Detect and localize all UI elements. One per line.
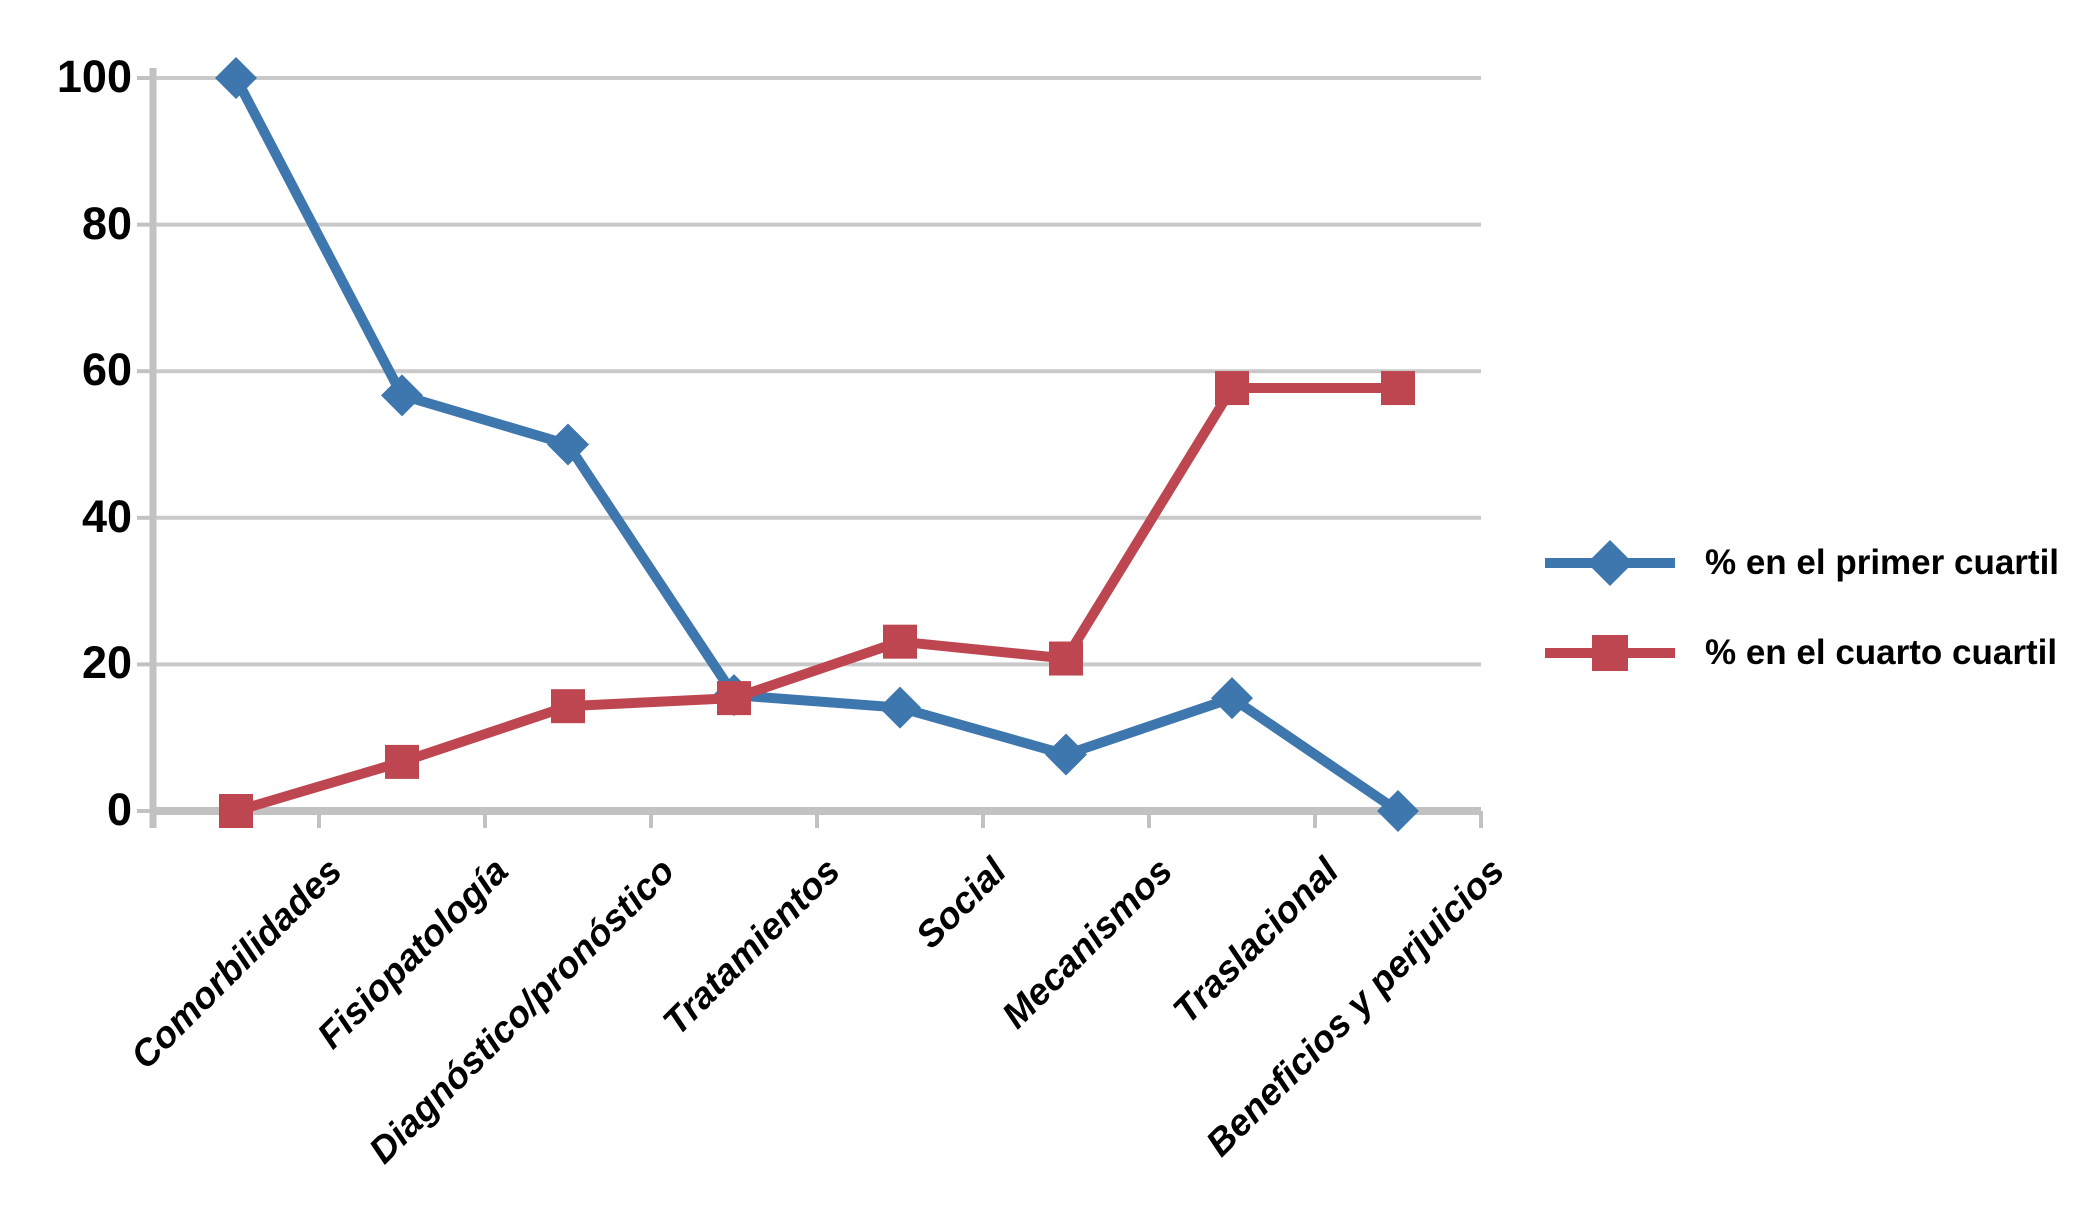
- legend-label: % en el primer cuartil: [1705, 543, 2060, 582]
- data-marker-square: [1049, 641, 1083, 676]
- y-tick-label: 0: [106, 784, 132, 835]
- data-marker-diamond: [1211, 677, 1253, 720]
- legend-item-primer-cuartil: % en el primer cuartil: [1545, 532, 2059, 594]
- y-tick-label: 100: [56, 51, 132, 102]
- y-tick-label: 60: [81, 344, 132, 396]
- data-marker-diamond: [381, 374, 423, 417]
- data-marker-square: [385, 744, 419, 779]
- data-marker-diamond: [1045, 733, 1087, 776]
- data-marker-square: [551, 689, 585, 724]
- data-marker-square: [1215, 371, 1249, 406]
- legend-label: % en el cuarto cuartil: [1705, 633, 2058, 672]
- data-marker-square: [717, 681, 751, 716]
- data-marker-diamond: [547, 423, 589, 466]
- y-tick-label: 80: [81, 197, 132, 249]
- series-line-primer-cuartil: [231, 73, 1403, 816]
- data-marker-diamond: [879, 686, 921, 729]
- data-marker-square: [219, 794, 253, 828]
- data-marker-square: [1381, 371, 1415, 406]
- legend-marker-red-square-icon: [1545, 635, 1675, 671]
- series-line-cuarto-cuartil: [231, 383, 1403, 816]
- chart-legend: % en el primer cuartil % en el cuarto cu…: [1545, 532, 2059, 684]
- legend-marker-blue-diamond-icon: [1545, 540, 1675, 586]
- data-marker-square: [883, 624, 917, 659]
- legend-item-cuarto-cuartil: % en el cuarto cuartil: [1545, 622, 2059, 684]
- y-tick-label: 20: [81, 637, 132, 689]
- y-tick-label: 40: [81, 490, 132, 542]
- data-marker-diamond: [1377, 790, 1419, 832]
- data-marker-diamond: [215, 57, 257, 99]
